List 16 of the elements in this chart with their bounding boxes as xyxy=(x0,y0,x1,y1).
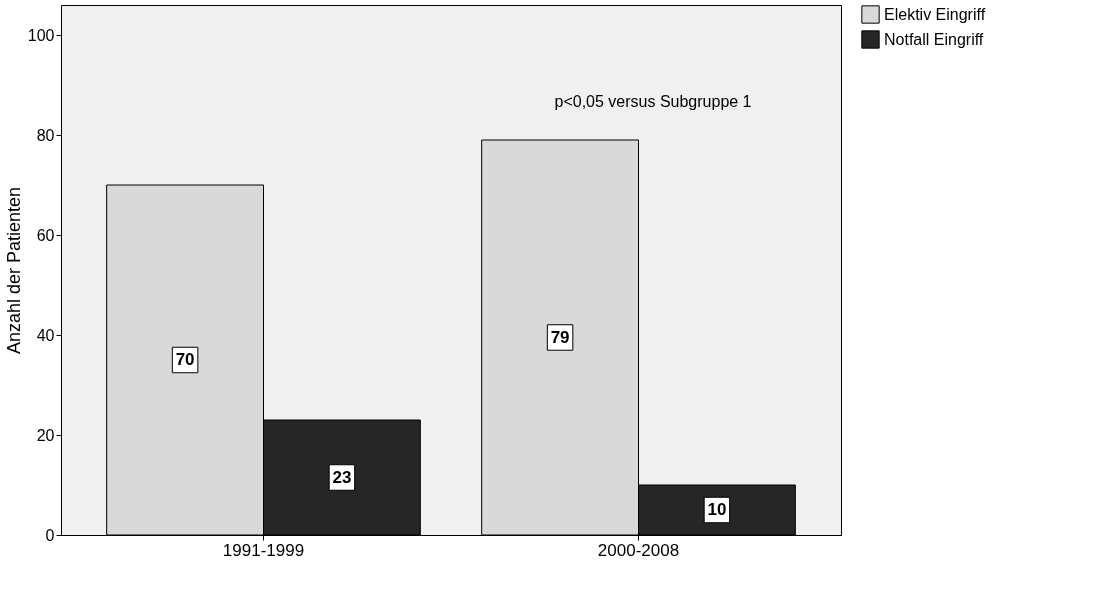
y-axis-title: Anzahl der Patienten xyxy=(3,186,24,355)
x-tick-label: 1991-1999 xyxy=(222,540,305,560)
data-label: 79 xyxy=(550,327,570,347)
legend-label: Notfall Eingriff xyxy=(884,30,984,48)
y-tick-label: 80 xyxy=(36,126,55,144)
data-label: 23 xyxy=(332,467,352,487)
y-tick-label: 100 xyxy=(27,26,55,44)
data-label: 70 xyxy=(175,350,195,369)
x-tick-label: 2000-2008 xyxy=(597,540,680,560)
y-tick-label: 20 xyxy=(36,426,55,444)
annotation: p<0,05 versus Subgruppe 1 xyxy=(554,93,752,110)
data-label: 10 xyxy=(707,500,727,519)
y-tick-label: 40 xyxy=(36,326,55,344)
legend-label: Elektiv Eingriff xyxy=(884,5,986,23)
y-tick-label: 0 xyxy=(45,526,55,544)
y-tick-label: 60 xyxy=(36,226,55,244)
